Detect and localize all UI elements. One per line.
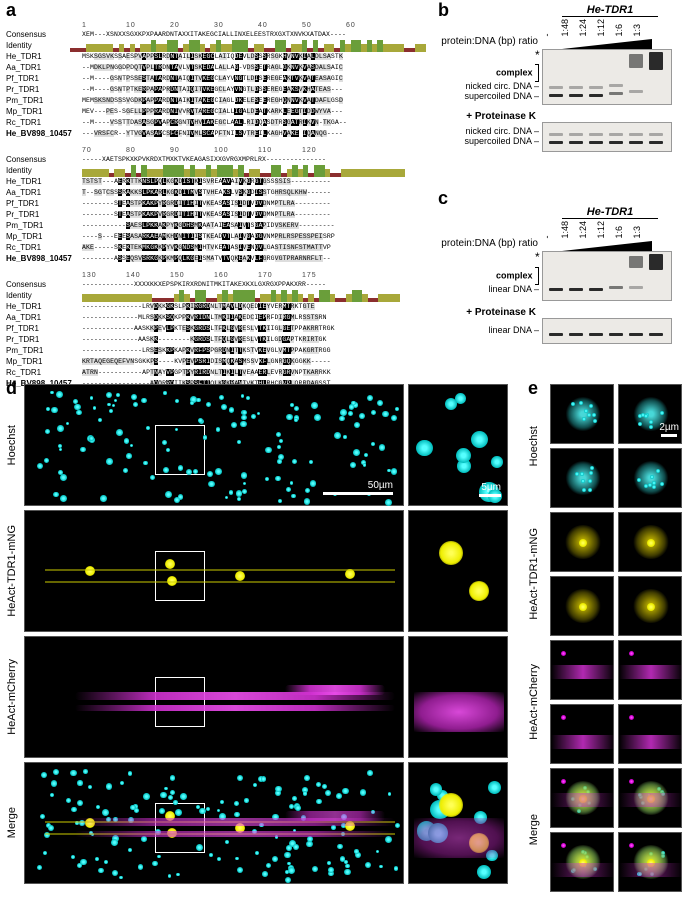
- gel-b-asterisk: *: [535, 48, 540, 62]
- gel-b: protein:DNA (bp) ratio He-TDR1 -1:481:24…: [438, 4, 690, 153]
- gel-b-top-image: *: [542, 49, 672, 105]
- gel-b-axis: protein:DNA (bp) ratio: [438, 36, 542, 49]
- gel-c: protein:DNA (bp) ratio He-TDR1 -1:481:24…: [438, 192, 690, 345]
- microscopy-d: Hoechst50µm5µmHeAct-TDR1-mNGHeAct-mCherr…: [6, 384, 518, 888]
- microscopy-e: Hoechst2µmHeAct-TDR1-mNGHeAct-mCherryMer…: [528, 384, 688, 896]
- gel-c-top-image: *: [542, 251, 672, 301]
- gel-b-labels-top: complex nicked circ. DNA – supercoiled D…: [438, 52, 542, 102]
- gel-c-labels-bottom: linear DNA –: [438, 326, 542, 336]
- gel-b-ratios: -1:481:241:121:61:3: [542, 19, 690, 37]
- gel-b-labels-bottom: nicked circ. DNA – supercoiled DNA –: [438, 127, 542, 147]
- gel-c-triangle: [562, 241, 652, 251]
- gel-c-bottom-image: [542, 318, 672, 344]
- gel-c-ratios: -1:481:241:121:61:3: [542, 221, 690, 239]
- gel-c-title: He-TDR1: [562, 206, 658, 219]
- gel-b-triangle: [562, 39, 652, 49]
- gel-c-asterisk: *: [535, 250, 540, 264]
- gel-c-labels-top: complex linear DNA –: [438, 257, 542, 295]
- gel-b-protk: + Proteinase K: [438, 111, 542, 122]
- gel-b-bottom-image: [542, 122, 672, 152]
- gel-c-axis: protein:DNA (bp) ratio: [438, 238, 542, 251]
- alignment-panel: 1102030405060ConsensusXEM---XSNXXSGXKPXP…: [6, 4, 426, 397]
- gel-b-title: He-TDR1: [562, 4, 658, 17]
- gel-c-protk: + Proteinase K: [438, 307, 542, 318]
